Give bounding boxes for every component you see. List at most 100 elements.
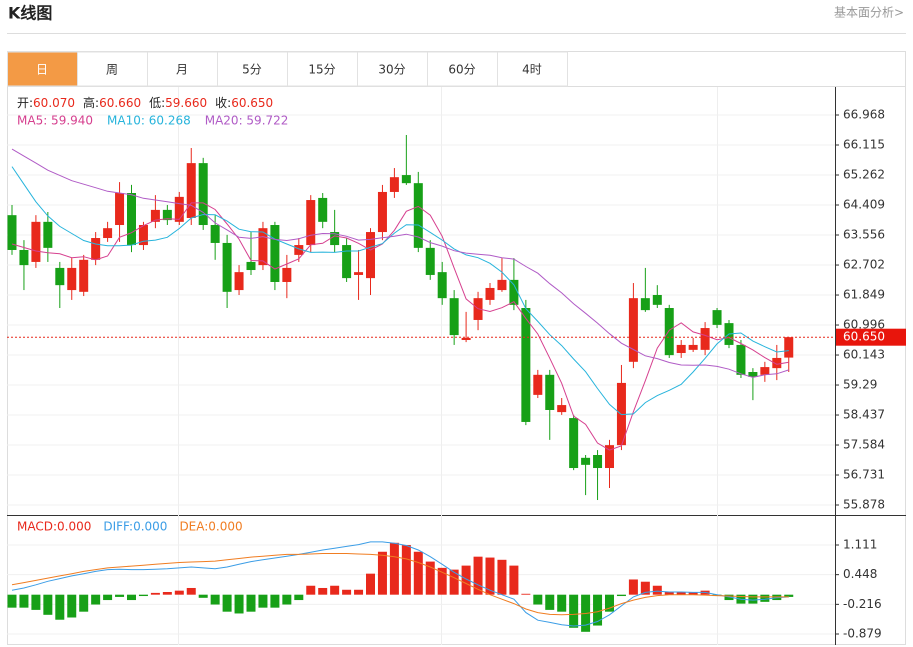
candle-body	[258, 228, 268, 266]
y-tick-label: 61.849	[843, 288, 885, 302]
fundamental-link[interactable]: 基本面分析>	[834, 6, 904, 20]
candle-body	[593, 455, 603, 469]
candle-body	[413, 183, 423, 248]
macd-bar	[437, 567, 447, 595]
macd-bar	[198, 594, 208, 598]
candle-body	[270, 225, 280, 282]
macd-bar	[294, 594, 304, 601]
tab-label[interactable]: 30分	[378, 63, 405, 77]
tab[interactable]	[287, 51, 358, 87]
candle-body	[425, 247, 435, 275]
macd-line	[11, 553, 789, 616]
macd-bar	[210, 594, 220, 605]
macd-bar	[258, 594, 268, 608]
y-tick-label: 56.731	[843, 468, 885, 482]
macd-bar	[270, 594, 280, 608]
candle-body	[222, 242, 232, 292]
tab-label[interactable]: 周	[106, 63, 118, 77]
candle-body	[174, 196, 184, 222]
macd-bar	[342, 589, 352, 595]
macd-bar	[652, 585, 662, 595]
macd-bar	[162, 592, 172, 595]
macd-bar	[461, 565, 471, 595]
info-label: 低:	[149, 96, 165, 110]
candle-body	[198, 163, 208, 226]
macd-legend: DEA:0.000	[179, 520, 242, 534]
macd-bar	[79, 594, 89, 612]
candle-body	[43, 221, 53, 248]
macd-bar	[497, 559, 507, 595]
page-title: K线图	[8, 4, 52, 23]
candle-body	[150, 209, 160, 222]
y-tick-label: 66.115	[843, 138, 885, 152]
y-tick-label: 1.111	[843, 537, 877, 551]
candle-body	[736, 344, 746, 375]
macd-bar	[413, 551, 423, 595]
tab-label[interactable]: 月	[176, 63, 188, 77]
macd-bar	[569, 594, 579, 628]
ma-legend: MA5: 59.940	[17, 114, 93, 128]
tab[interactable]	[217, 51, 288, 87]
candle-body	[186, 163, 196, 218]
y-tick-label: 0.448	[843, 567, 877, 581]
candle-body	[581, 457, 591, 465]
ohlc-info: 开:60.070 高:60.660 低:59.660 收:60.650	[17, 95, 273, 110]
macd-bar	[318, 587, 328, 595]
tab[interactable]	[357, 51, 428, 87]
ma-line	[11, 166, 789, 416]
candle-body	[103, 228, 113, 239]
candle-body	[772, 357, 782, 369]
candle-body	[79, 259, 89, 292]
macd-bar	[688, 592, 698, 595]
candle-body	[688, 344, 698, 350]
y-tick-label: 60.996	[843, 318, 885, 332]
tab[interactable]	[147, 51, 218, 87]
candle-body	[664, 308, 674, 356]
macd-bar	[628, 579, 638, 595]
macd-bar	[330, 585, 340, 595]
candle-body	[628, 298, 638, 362]
candle-body	[521, 308, 531, 422]
candle-body	[760, 367, 770, 375]
candle-body	[294, 245, 304, 255]
macd-bar	[389, 542, 399, 595]
macd-bar	[533, 594, 543, 605]
candle-body	[569, 418, 579, 469]
last-price-box	[836, 328, 906, 346]
candle-body	[138, 225, 148, 246]
tab-label[interactable]: 日	[36, 63, 48, 77]
macd-bar	[593, 594, 603, 626]
tab-label[interactable]: 15分	[308, 63, 335, 77]
macd-bar	[473, 556, 483, 595]
tab[interactable]	[77, 51, 148, 87]
candle-body	[437, 272, 447, 299]
candle-body	[67, 267, 77, 291]
macd-bar	[306, 585, 316, 595]
candle-body	[210, 225, 220, 243]
macd-bar	[509, 565, 519, 595]
info-label: 高:	[83, 95, 99, 110]
candle-body	[377, 191, 387, 233]
tab[interactable]	[497, 51, 568, 87]
candle-body	[389, 177, 399, 192]
macd-bar	[449, 569, 459, 595]
candle-body	[676, 344, 686, 354]
y-tick-label: 59.29	[843, 378, 877, 392]
tab[interactable]	[7, 51, 78, 87]
y-tick-label: 57.584	[843, 438, 885, 452]
candle-body	[485, 287, 495, 300]
candle-body	[652, 294, 662, 305]
macd-bar	[222, 594, 232, 612]
macd-bar	[7, 594, 17, 608]
info-label: 开:	[17, 96, 33, 110]
macd-bar	[545, 594, 555, 610]
candle-body	[712, 310, 722, 325]
tab-label[interactable]: 4时	[522, 63, 542, 77]
y-tick-label: 60.143	[843, 348, 885, 362]
tab-label[interactable]: 5分	[242, 63, 262, 77]
tab-label[interactable]: 60分	[448, 63, 475, 77]
macd-bar	[664, 592, 674, 595]
candle-body	[700, 328, 710, 350]
